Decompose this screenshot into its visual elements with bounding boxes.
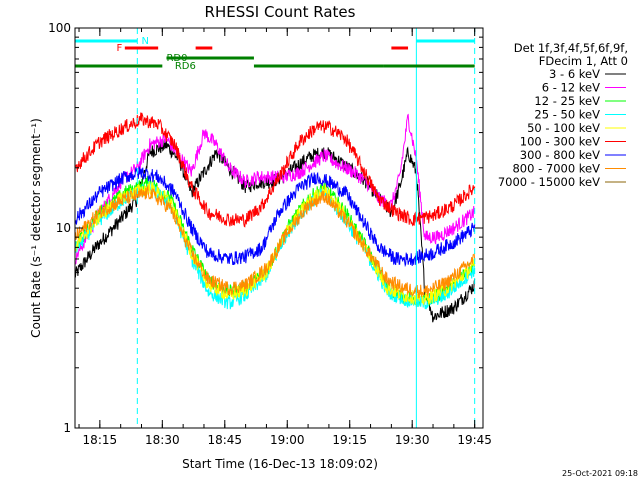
x-tick-label-0: 18:15 [83,433,118,447]
legend-entry-4: 50 - 100 keV [527,121,600,135]
legend-entry-6: 300 - 800 keV [520,148,600,162]
y-tick-label-0: 1 [63,421,71,435]
series-line-6 [75,166,476,268]
series-layer [75,112,476,323]
legend-entry-0: 3 - 6 keV [549,67,600,81]
x-tick-label-1: 18:30 [145,433,180,447]
legend-header-line-1: Det 1f,3f,4f,5f,6f,9f, [514,41,628,55]
series-line-5 [75,112,476,228]
legend-entry-8: 7000 - 15000 keV [498,175,600,189]
legend-entry-2: 12 - 25 keV [534,94,600,108]
legend: Det 1f,3f,4f,5f,6f,9f, FDecim 1, Att 0 3… [498,41,628,189]
x-tick-label-5: 19:30 [395,433,430,447]
legend-header-line-2: FDecim 1, Att 0 [539,54,628,68]
series-line-7 [75,184,476,299]
x-tick-label-3: 19:00 [270,433,305,447]
chart-title: RHESSI Count Rates [205,3,356,21]
flag-label-f: F [117,43,123,54]
legend-entry-1: 6 - 12 keV [542,81,600,95]
x-tick-label-6: 19:45 [457,433,492,447]
flag-label-n: N [141,36,148,47]
legend-entry-7: 800 - 7000 keV [512,162,600,176]
legend-entry-3: 25 - 50 keV [534,108,600,122]
timestamp: 25-Oct-2021 09:18 [562,469,638,478]
x-axis-label: Start Time (16-Dec-13 18:09:02) [182,457,378,471]
y-axis-label: Count Rate (s⁻¹ detector segment⁻¹) [29,118,43,338]
legend-entry-5: 100 - 300 keV [520,135,600,149]
flag-label-rd0: RD0 [166,53,187,64]
x-tick-label-2: 18:45 [207,433,242,447]
x-tick-label-4: 19:15 [332,433,367,447]
y-tick-label-2: 100 [48,21,71,35]
axis-layer: 18:15 18:30 18:45 19:00 19:15 19:30 19:45 1 10 10… [48,21,492,447]
y-tick-label-1: 10 [56,221,71,235]
flag-label-rd6: RD6 [175,61,196,72]
